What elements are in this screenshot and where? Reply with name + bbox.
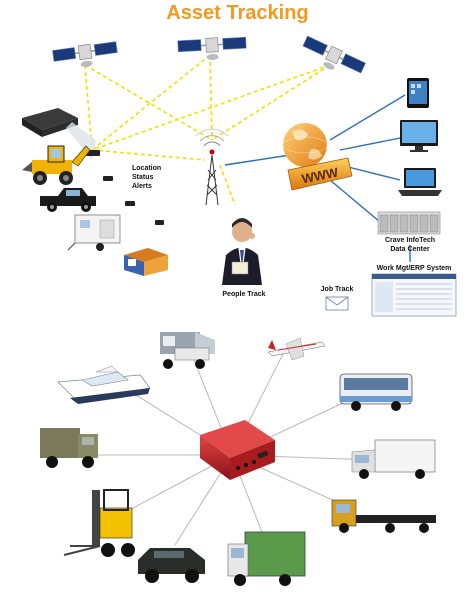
humvee-icon: [138, 548, 205, 583]
page-title: Asset Tracking: [166, 2, 309, 24]
alerts-label: Alerts: [132, 183, 152, 190]
bus-icon: [339, 373, 413, 411]
erp-label: Work Mgt/ERP System: [377, 265, 452, 272]
pickup-truck-icon: [40, 188, 96, 212]
portable-cabin-icon: [124, 248, 168, 276]
net-link: [329, 179, 381, 223]
data-center-label: Data Center: [390, 246, 430, 253]
net-link: [339, 137, 401, 151]
tablet-icon: [407, 78, 429, 108]
data-center-name: Crave InfoTech: [385, 237, 435, 244]
backhoe-loader-icon: [22, 145, 91, 185]
satellite-icon: [52, 41, 118, 67]
sat-link: [211, 64, 331, 141]
sat-link: [219, 164, 236, 206]
sat-link: [84, 64, 93, 151]
net-link: [329, 94, 406, 141]
status-label: Status: [132, 174, 154, 181]
erp-screen-icon: [371, 273, 457, 317]
tracker-device-icon: [86, 150, 164, 225]
satellite-icon: [177, 36, 247, 60]
net-link: [224, 154, 291, 166]
www-label: WWW: [300, 164, 340, 186]
gps-tracker-device-icon: [200, 420, 275, 480]
radio-tower-icon: [195, 128, 229, 206]
globe-icon: [282, 123, 328, 167]
garbage-truck-icon: [227, 531, 306, 586]
sat-link: [209, 54, 213, 141]
laptop-icon: [398, 168, 442, 196]
satellite-icon: [302, 35, 366, 74]
people-track-label: People Track: [222, 291, 265, 298]
monitor-icon: [400, 120, 438, 152]
small-airplane-icon: [267, 337, 326, 361]
server-rack-icon: [377, 211, 441, 235]
generator-trailer-icon: [67, 214, 121, 251]
location-status-alerts: Location Status Alerts: [132, 165, 162, 190]
box-truck-icon: [351, 439, 436, 479]
sat-link: [91, 149, 206, 161]
job-track-label: Job Track: [321, 286, 354, 293]
sat-link: [84, 64, 213, 141]
businessman-icon: [222, 218, 262, 285]
skip-loader-truck-icon: [160, 332, 215, 369]
yacht-icon: [57, 365, 151, 404]
forklift-icon: [63, 489, 135, 557]
sat-link: [91, 54, 211, 151]
envelope-icon: [325, 296, 349, 311]
www-logo: WWW: [287, 157, 353, 191]
army-truck-icon: [40, 428, 98, 468]
flatbed-truck-icon: [331, 499, 436, 533]
satellite-links: [84, 54, 331, 206]
location-label: Location: [132, 165, 162, 172]
